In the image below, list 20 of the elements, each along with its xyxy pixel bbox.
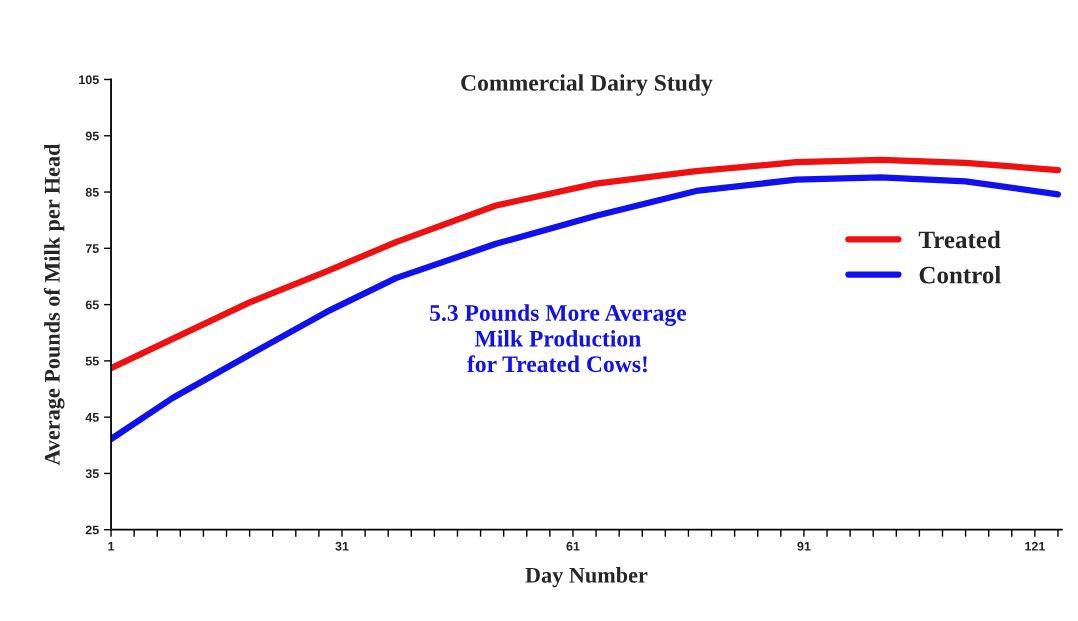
y-tick-label: 75	[85, 244, 99, 253]
x-tick-label: 61	[566, 541, 580, 551]
y-tick-label: 55	[85, 356, 99, 366]
y-tick-label: 95	[85, 131, 99, 141]
x-tick-label: 121	[1025, 541, 1045, 551]
y-tick-label: 25	[85, 525, 99, 535]
y-axis-title: Average Pounds of Milk per Head	[43, 143, 65, 466]
x-axis-title: Day Number	[525, 567, 648, 588]
y-tick-label: 105	[79, 75, 99, 85]
legend-label: Control	[919, 265, 1001, 284]
y-tick-label: 35	[85, 469, 99, 479]
x-tick-label: 91	[797, 541, 811, 551]
y-tick-label: 45	[85, 413, 99, 422]
annotation: 5.3 Pounds More Average Milk Production for Treated Cows!	[430, 304, 687, 373]
y-tick-label: 65	[85, 300, 99, 310]
chart-title: Commercial Dairy Study	[461, 74, 713, 96]
legend-label: Treated	[918, 230, 1001, 249]
y-tick-label: 85	[85, 187, 99, 197]
x-tick-label: 31	[335, 541, 349, 551]
x-tick-label: 1	[108, 541, 115, 551]
